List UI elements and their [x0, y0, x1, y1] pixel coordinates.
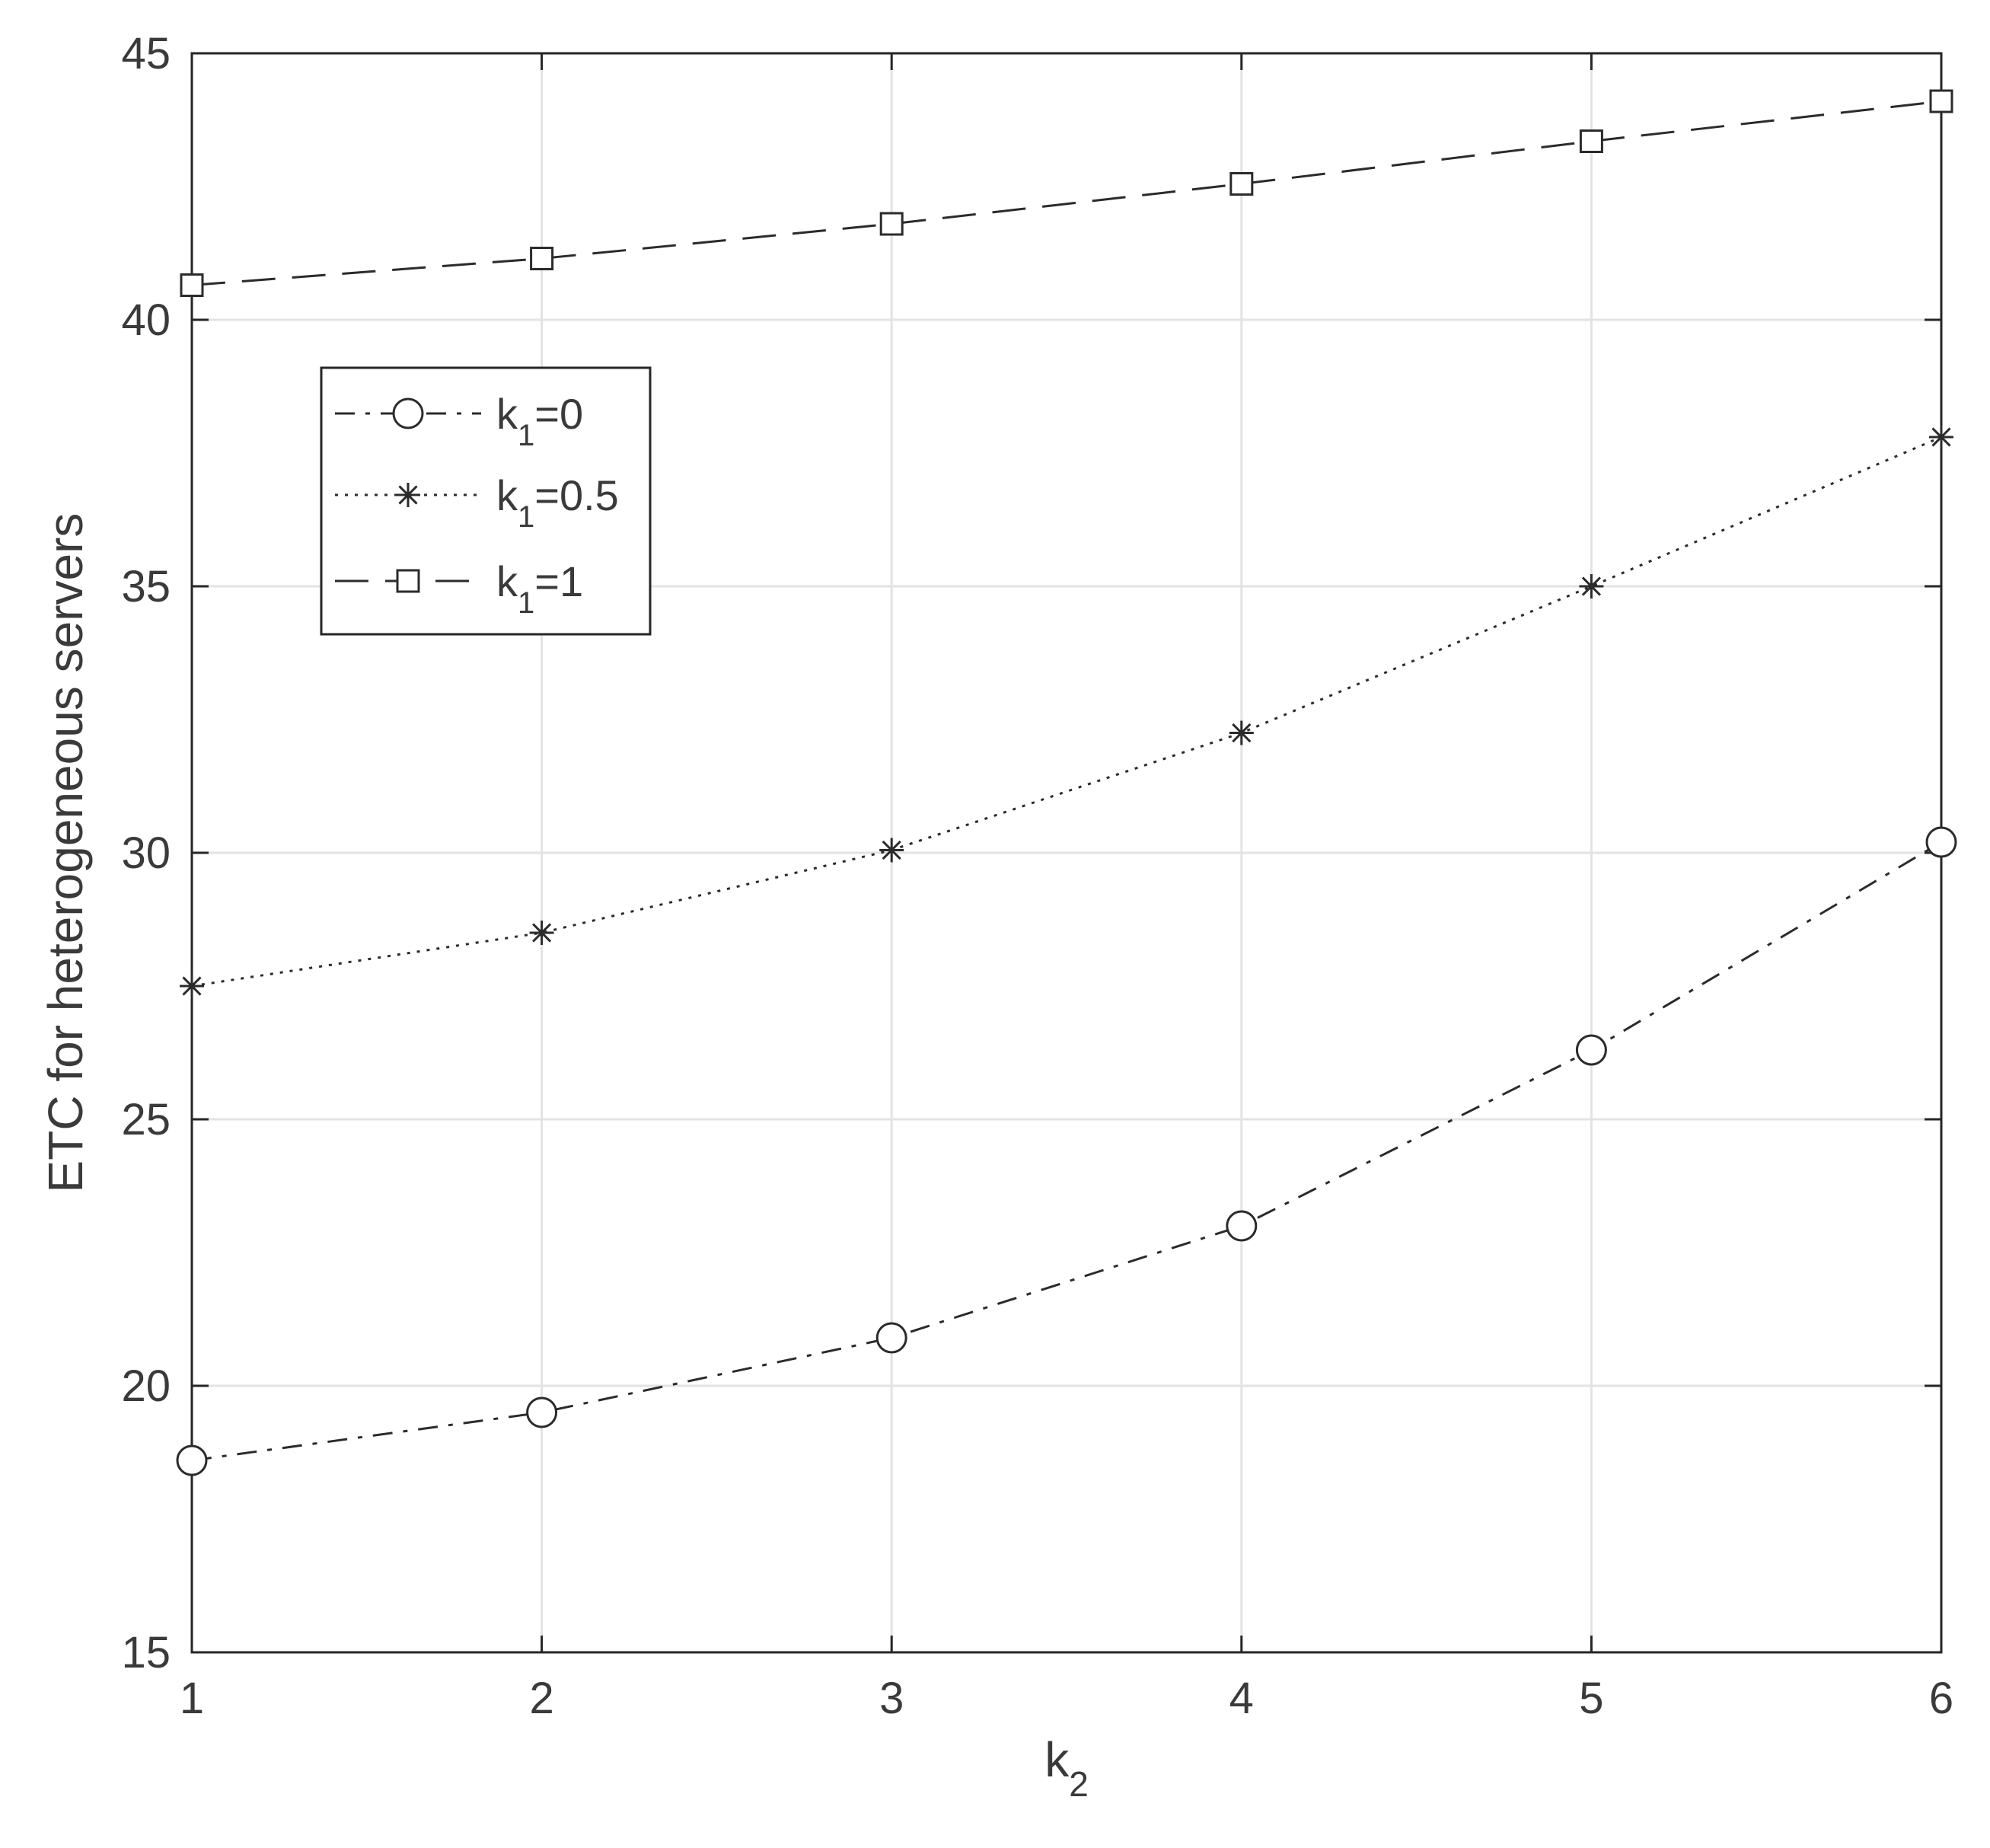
- legend-label-k1-0-rest: =0: [534, 390, 583, 438]
- legend-label-k1-1-rest: =1: [534, 557, 583, 605]
- data-point-k1-0.5: [529, 921, 554, 945]
- data-point-k1-0.5: [879, 838, 904, 863]
- legend-label-k1-0: k1=0: [496, 390, 583, 452]
- legend-label-k1-0.5-subscript: 1: [518, 500, 534, 534]
- data-point-k1-0.5: [1229, 720, 1254, 745]
- series-line-k1-0.5: [191, 436, 1942, 988]
- series-lines: [176, 89, 1957, 1476]
- data-point-k1-0.5: [1929, 425, 1953, 449]
- y-tick-label: 20: [121, 1361, 171, 1411]
- data-point-k1-1: [530, 247, 554, 270]
- y-tick-label: 35: [121, 562, 171, 611]
- legend-label-k1-0.5-base: k: [496, 471, 518, 519]
- x-tick-label: 1: [180, 1674, 204, 1723]
- legend-marker-k1-0.5: [396, 483, 420, 507]
- legend-label-k1-0.5: k1=0.5: [496, 471, 619, 534]
- data-point-k1-0: [1226, 1210, 1258, 1242]
- legend-label-k1-1-base: k: [496, 557, 518, 605]
- legend-samples: [335, 397, 481, 593]
- x-axis-label-subscript: 2: [1069, 1764, 1089, 1804]
- data-point-k1-0: [1925, 826, 1957, 858]
- legend-label-k1-0.5-rest: =0.5: [534, 471, 619, 519]
- x-tick-label: 3: [879, 1674, 904, 1723]
- x-axis-label-base: k: [1044, 1732, 1070, 1787]
- legend-label-k1-1-subscript: 1: [518, 586, 534, 620]
- y-tick-label: 30: [121, 828, 171, 878]
- y-tick-label: 45: [121, 29, 171, 78]
- data-point-k1-1: [1929, 89, 1953, 113]
- series-line-k1-1: [191, 100, 1942, 286]
- x-tick-label: 4: [1229, 1674, 1254, 1723]
- legend-label-k1-1: k1=1: [496, 557, 583, 620]
- legend-marker-k1-1: [396, 569, 420, 593]
- x-tick-label: 2: [529, 1674, 553, 1723]
- data-point-k1-1: [879, 212, 904, 236]
- data-point-k1-0: [176, 1444, 208, 1476]
- legend-label-k1-0-base: k: [496, 390, 518, 438]
- data-point-k1-1: [1229, 172, 1254, 196]
- data-point-k1-0.5: [1579, 574, 1604, 598]
- data-point-k1-0: [526, 1396, 558, 1428]
- data-point-k1-0.5: [180, 974, 204, 998]
- y-tick-label: 15: [121, 1628, 171, 1677]
- data-point-k1-1: [180, 273, 204, 297]
- legend: k1=0 k1=0.5 k1=1: [320, 366, 652, 636]
- x-tick-label: 6: [1929, 1674, 1953, 1723]
- data-point-k1-0: [1575, 1034, 1607, 1066]
- y-tick-label: 40: [121, 295, 171, 345]
- legend-marker-k1-0: [392, 397, 424, 429]
- data-point-k1-0: [875, 1322, 907, 1354]
- legend-label-k1-0-subscript: 1: [518, 419, 534, 452]
- y-tick-label: 25: [121, 1095, 171, 1144]
- y-axis-label: ETC for heterogeneous servers: [38, 513, 93, 1193]
- data-point-k1-1: [1579, 129, 1603, 153]
- legend-box: [320, 366, 652, 636]
- x-tick-label: 5: [1579, 1674, 1603, 1723]
- x-axis-label: k2: [1044, 1732, 1089, 1804]
